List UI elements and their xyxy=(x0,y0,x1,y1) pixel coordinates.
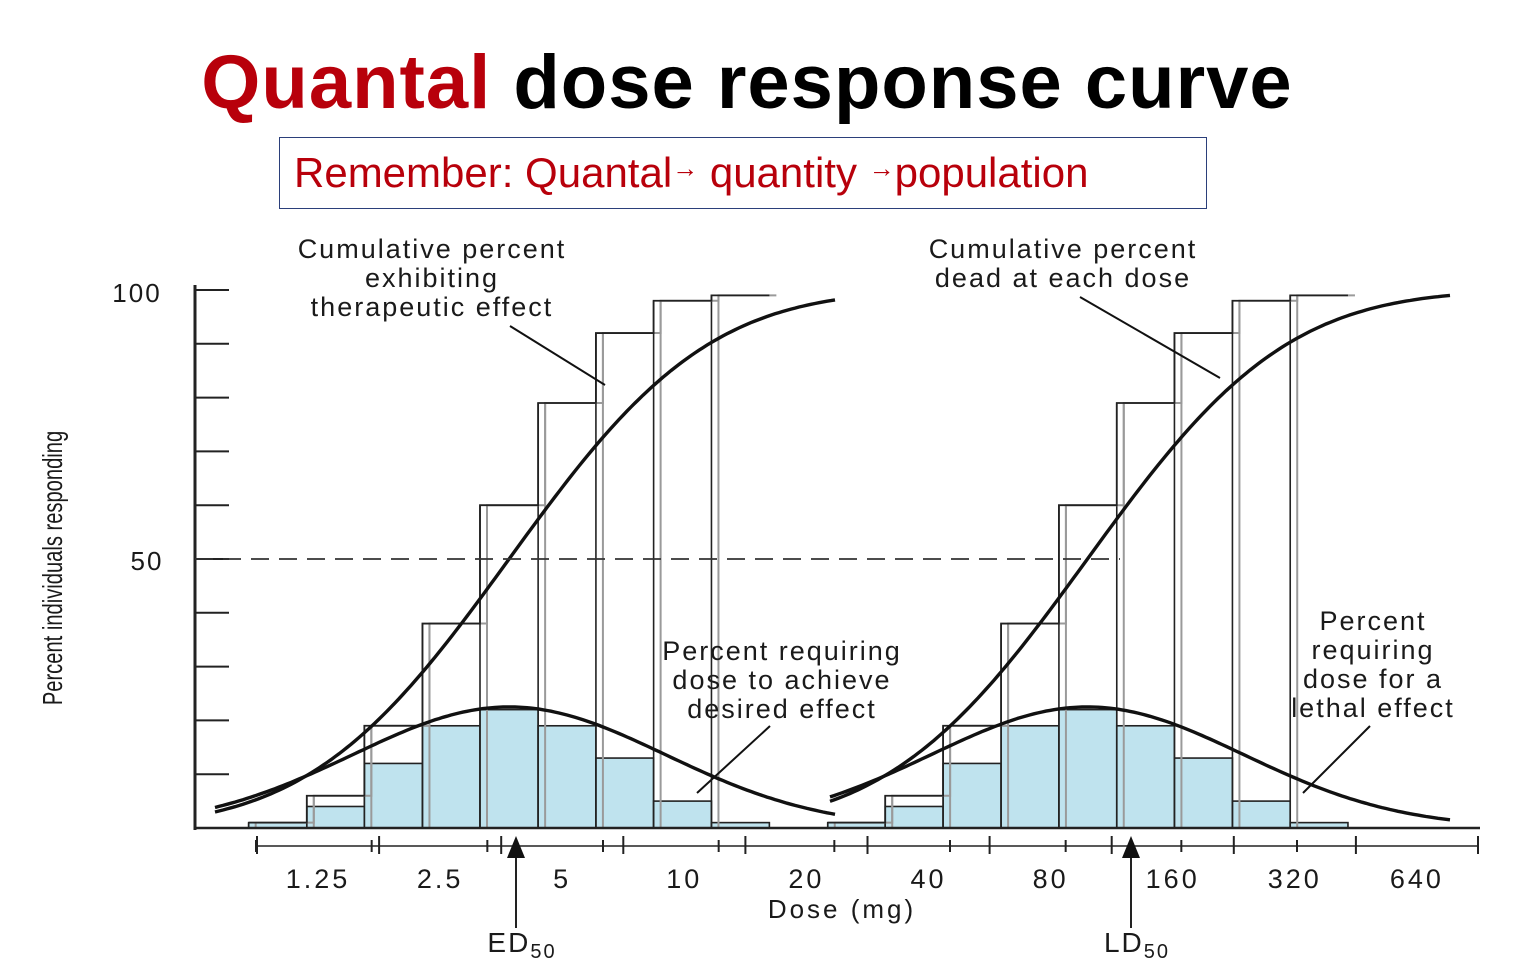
x-tick-label-20: 20 xyxy=(788,864,824,894)
lethal-cumulative-curve xyxy=(829,293,1451,803)
x-tick-label-5: 5 xyxy=(553,864,571,894)
remember-arrow-2: → xyxy=(868,153,895,183)
title-accent: Quantal xyxy=(201,40,492,125)
ed50-label: ED50 xyxy=(487,927,556,963)
axes xyxy=(193,285,1480,928)
therapeutic-bar-4 xyxy=(421,724,481,829)
remember-box: Remember: Quantal→ quantity →population xyxy=(279,137,1207,209)
annotation-cumulative-lethal-line-2: dead at each dose xyxy=(935,263,1191,293)
lethal-bar-8 xyxy=(1231,800,1292,829)
annotation-percent-lethal-line-1: Percent xyxy=(1319,606,1426,636)
annotation-percent-therapeutic-line-3: desired effect xyxy=(687,694,877,724)
lethal-bar-5 xyxy=(1058,708,1118,829)
annotation-percent-therapeutic-line-2: dose to achieve xyxy=(672,665,891,695)
therapeutic-bar-2 xyxy=(305,805,366,829)
annotation-percent-lethal-line-3: dose for a xyxy=(1303,664,1443,694)
remember-arrow-1: → xyxy=(672,153,699,183)
therapeutic-bar-5 xyxy=(479,708,539,829)
x-axis-label: Dose (mg) xyxy=(768,894,916,924)
remember-middle: quantity xyxy=(698,149,869,196)
chart-labels: 100 50 1.25 2.5 5 10 20 40 80 160 320 640 Dose (mg) P… xyxy=(38,234,1455,963)
leader-percent-lethal xyxy=(1302,725,1371,794)
annotation-cumulative-therapeutic-line-1: Cumulative percent xyxy=(298,234,567,264)
annotation-percent-lethal-line-4: lethal effect xyxy=(1291,693,1455,723)
therapeutic-cumulative-curve xyxy=(214,298,836,814)
y-axis-label: Percent individuals responding xyxy=(38,431,69,705)
ld50-label-sub: 50 xyxy=(1144,941,1170,963)
remember-end: population xyxy=(894,149,1089,196)
slide-title: Quantal dose response curve xyxy=(0,38,1494,128)
leader-cumulative-therapeutic xyxy=(509,325,606,386)
remember-prefix: Remember: Quantal xyxy=(294,149,673,196)
lethal-distribution-curve xyxy=(829,705,1451,822)
x-tick-label-160: 160 xyxy=(1146,864,1200,894)
therapeutic-distribution-curve xyxy=(214,705,836,816)
therapeutic-bar-7 xyxy=(595,757,655,829)
annotation-cumulative-lethal-line-1: Cumulative percent xyxy=(929,234,1198,264)
lethal-bar-4 xyxy=(1000,724,1060,829)
lethal-cumulative-steps xyxy=(827,294,1348,824)
ed50-marker-arrow xyxy=(507,836,525,858)
therapeutic-bar-6 xyxy=(537,724,597,829)
annotation-cumulative-therapeutic-line-2: exhibiting xyxy=(365,263,499,293)
x-tick-label-1-25: 1.25 xyxy=(286,864,351,894)
y-tick-label-100: 100 xyxy=(112,278,161,308)
therapeutic-bar-8 xyxy=(652,800,713,829)
x-tick-label-2-5: 2.5 xyxy=(417,864,464,894)
ld50-label-main: LD xyxy=(1104,927,1144,958)
title-rest: dose response curve xyxy=(513,40,1293,125)
cumulative-steps xyxy=(247,294,1355,828)
lethal-bar-2 xyxy=(884,805,944,829)
lethal-bar-3 xyxy=(942,762,1002,829)
annotation-percent-therapeutic-line-1: Percent requiring xyxy=(662,636,902,666)
lethal-bar-6 xyxy=(1115,724,1176,829)
ld50-label: LD50 xyxy=(1104,927,1170,963)
annotation-cumulative-therapeutic-line-3: therapeutic effect xyxy=(311,292,554,322)
leader-cumulative-lethal xyxy=(1079,296,1221,379)
ld50-marker-arrow xyxy=(1122,836,1140,858)
y-tick-label-50: 50 xyxy=(131,546,164,576)
ed50-label-sub: 50 xyxy=(530,941,556,963)
x-tick-label-320: 320 xyxy=(1268,864,1322,894)
lethal-bar-7 xyxy=(1173,757,1234,829)
annotation-percent-lethal-line-2: requiring xyxy=(1311,635,1434,665)
ed50-label-main: ED xyxy=(487,927,530,958)
x-tick-label-640: 640 xyxy=(1390,864,1444,894)
x-tick-label-10: 10 xyxy=(666,864,702,894)
therapeutic-cumulative-steps xyxy=(248,294,770,824)
therapeutic-bar-3 xyxy=(363,762,424,829)
x-tick-label-40: 40 xyxy=(910,864,946,894)
leader-percent-therapeutic xyxy=(696,725,771,794)
x-tick-label-80: 80 xyxy=(1033,864,1069,894)
smooth-curves xyxy=(214,293,1451,822)
